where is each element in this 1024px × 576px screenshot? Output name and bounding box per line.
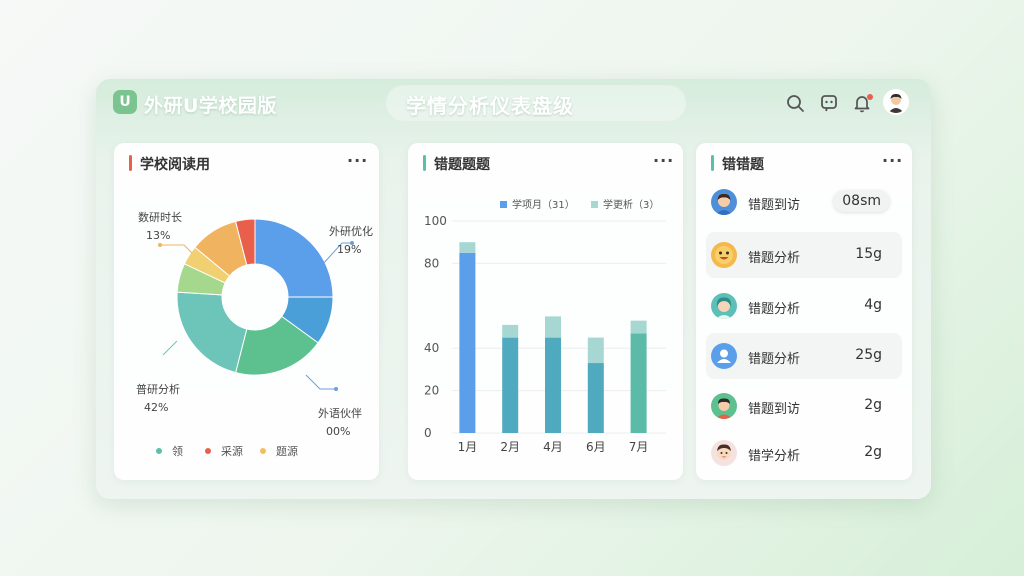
- more-options-button[interactable]: ···: [653, 151, 675, 170]
- legend-dot: [205, 448, 211, 454]
- bar-primary[interactable]: [630, 333, 647, 433]
- list-item[interactable]: 错题分析 15g: [706, 232, 902, 278]
- list-item-value: 2g: [864, 397, 882, 413]
- annotation-value: 42%: [144, 401, 169, 414]
- y-tick-label: 80: [424, 256, 439, 270]
- list-item-label: 错题分析: [748, 251, 801, 266]
- annotation-label: 外研优化: [329, 225, 373, 238]
- bar-secondary[interactable]: [630, 320, 647, 334]
- legend-label: 学更析（3）: [603, 198, 659, 211]
- legend-label: 采源: [221, 445, 243, 458]
- logo-icon: U: [113, 90, 137, 114]
- chat-icon[interactable]: [819, 93, 839, 113]
- title-pill: [386, 85, 686, 121]
- donut-slice[interactable]: [176, 291, 248, 374]
- user-avatar[interactable]: [883, 89, 909, 115]
- x-tick-label: 2月: [500, 440, 520, 454]
- legend-item: 采源: [205, 443, 243, 459]
- error-stats-card: 错题题题 ··· 0 20 40 80 100 学项月（31） 学更析（3） 1月 2月 4月 6月…: [408, 143, 683, 480]
- list-item-value: 25g: [855, 347, 882, 363]
- annotation-label: 外语伙伴: [318, 407, 362, 420]
- bar-primary[interactable]: [545, 337, 561, 433]
- bar-chart: 0 20 40 80 100 学项月（31） 学更析（3） 1月 2月 4月 6月 7月: [424, 198, 666, 454]
- legend-item: 题源: [260, 443, 298, 459]
- annotation-value: 00%: [326, 425, 351, 438]
- y-tick-label: 40: [424, 341, 439, 355]
- dashboard-window: U 外研U学校园版 学情分析仪表盘级 学校阅读用 ···: [96, 79, 931, 499]
- bar-secondary[interactable]: [502, 324, 519, 338]
- boy-avatar-icon: [711, 189, 737, 215]
- list-item[interactable]: 错题分析 4g: [706, 283, 902, 329]
- annotation-leaders: [160, 242, 352, 390]
- bell-icon[interactable]: [852, 93, 872, 113]
- user-avatar-icon: [711, 343, 737, 369]
- donut-slice[interactable]: [254, 218, 334, 298]
- list-item-value: 4g: [864, 297, 882, 313]
- list-item[interactable]: 错题到访 08sm: [706, 179, 902, 225]
- donut-slice[interactable]: [234, 218, 256, 266]
- annotation-label: 数研时长: [138, 211, 182, 224]
- list-item-label: 错题到访: [748, 198, 801, 213]
- brand-name: 外研U学校园版: [144, 95, 277, 117]
- notification-dot: [867, 94, 873, 100]
- donut-chart: [158, 218, 354, 391]
- y-tick-label: 100: [424, 214, 447, 228]
- list-item-value: 15g: [855, 246, 882, 262]
- list-item-label: 错题到访: [748, 402, 801, 417]
- annotation-label: 普研分析: [136, 383, 180, 396]
- bar-primary[interactable]: [587, 363, 604, 433]
- green-avatar-icon: [711, 393, 737, 419]
- x-tick-label: 6月: [586, 440, 606, 454]
- list-item-label: 错题分析: [748, 302, 801, 317]
- list-item[interactable]: 错题分析 25g: [706, 333, 902, 379]
- card-accent-bar: [129, 155, 132, 171]
- girl-avatar-icon: [711, 293, 737, 319]
- reading-usage-card: 学校阅读用 ··· 数研时长 13% 外研优化 19% 普研分析 42% 外语伙…: [114, 143, 379, 480]
- card-accent-bar: [711, 155, 714, 171]
- more-options-button[interactable]: ···: [347, 151, 369, 170]
- card-title: 错错题: [722, 157, 764, 173]
- annotation-value: 19%: [337, 243, 362, 256]
- x-tick-label: 1月: [458, 440, 478, 454]
- bar-secondary[interactable]: [459, 242, 476, 253]
- y-tick-label: 20: [424, 384, 439, 398]
- card-title: 错题题题: [434, 157, 490, 173]
- x-tick-label: 4月: [543, 440, 563, 454]
- card-accent-bar: [423, 155, 426, 171]
- bar-secondary[interactable]: [545, 316, 561, 338]
- legend-label: 学项月（31）: [512, 198, 575, 211]
- more-options-button[interactable]: ···: [882, 151, 904, 170]
- legend-dot: [156, 448, 162, 454]
- emoji-avatar-icon: [711, 242, 737, 268]
- y-tick-label: 0: [424, 426, 432, 440]
- header: U 外研U学校园版 学情分析仪表盘级: [96, 79, 931, 127]
- list-item-value: 08sm: [833, 190, 890, 212]
- list-item[interactable]: 错题到访 2g: [706, 383, 902, 429]
- x-tick-label: 7月: [629, 440, 649, 454]
- legend-dot: [260, 448, 266, 454]
- bar-primary[interactable]: [502, 337, 519, 433]
- legend-label: 领: [172, 445, 183, 458]
- legend-swatch: [500, 201, 507, 208]
- bar-primary[interactable]: [459, 252, 476, 433]
- list-item-value: 2g: [864, 444, 882, 460]
- error-list-card: 错错题 ··· 错题到访 08sm 错题分析 15g 错题分析 4g: [696, 143, 912, 480]
- kid-avatar-icon: [711, 440, 737, 466]
- legend-item: 领: [156, 443, 183, 459]
- search-icon[interactable]: [785, 93, 805, 113]
- annotation-value: 13%: [146, 229, 171, 242]
- card-title: 学校阅读用: [140, 157, 210, 173]
- legend-swatch: [591, 201, 598, 208]
- list-item-label: 错题分析: [748, 352, 801, 367]
- list-item[interactable]: 错学分析 2g: [706, 430, 902, 476]
- list-item-label: 错学分析: [748, 449, 801, 464]
- page-title: 学情分析仪表盘级: [406, 94, 574, 118]
- bar-secondary[interactable]: [587, 337, 604, 364]
- legend-label: 题源: [276, 445, 298, 458]
